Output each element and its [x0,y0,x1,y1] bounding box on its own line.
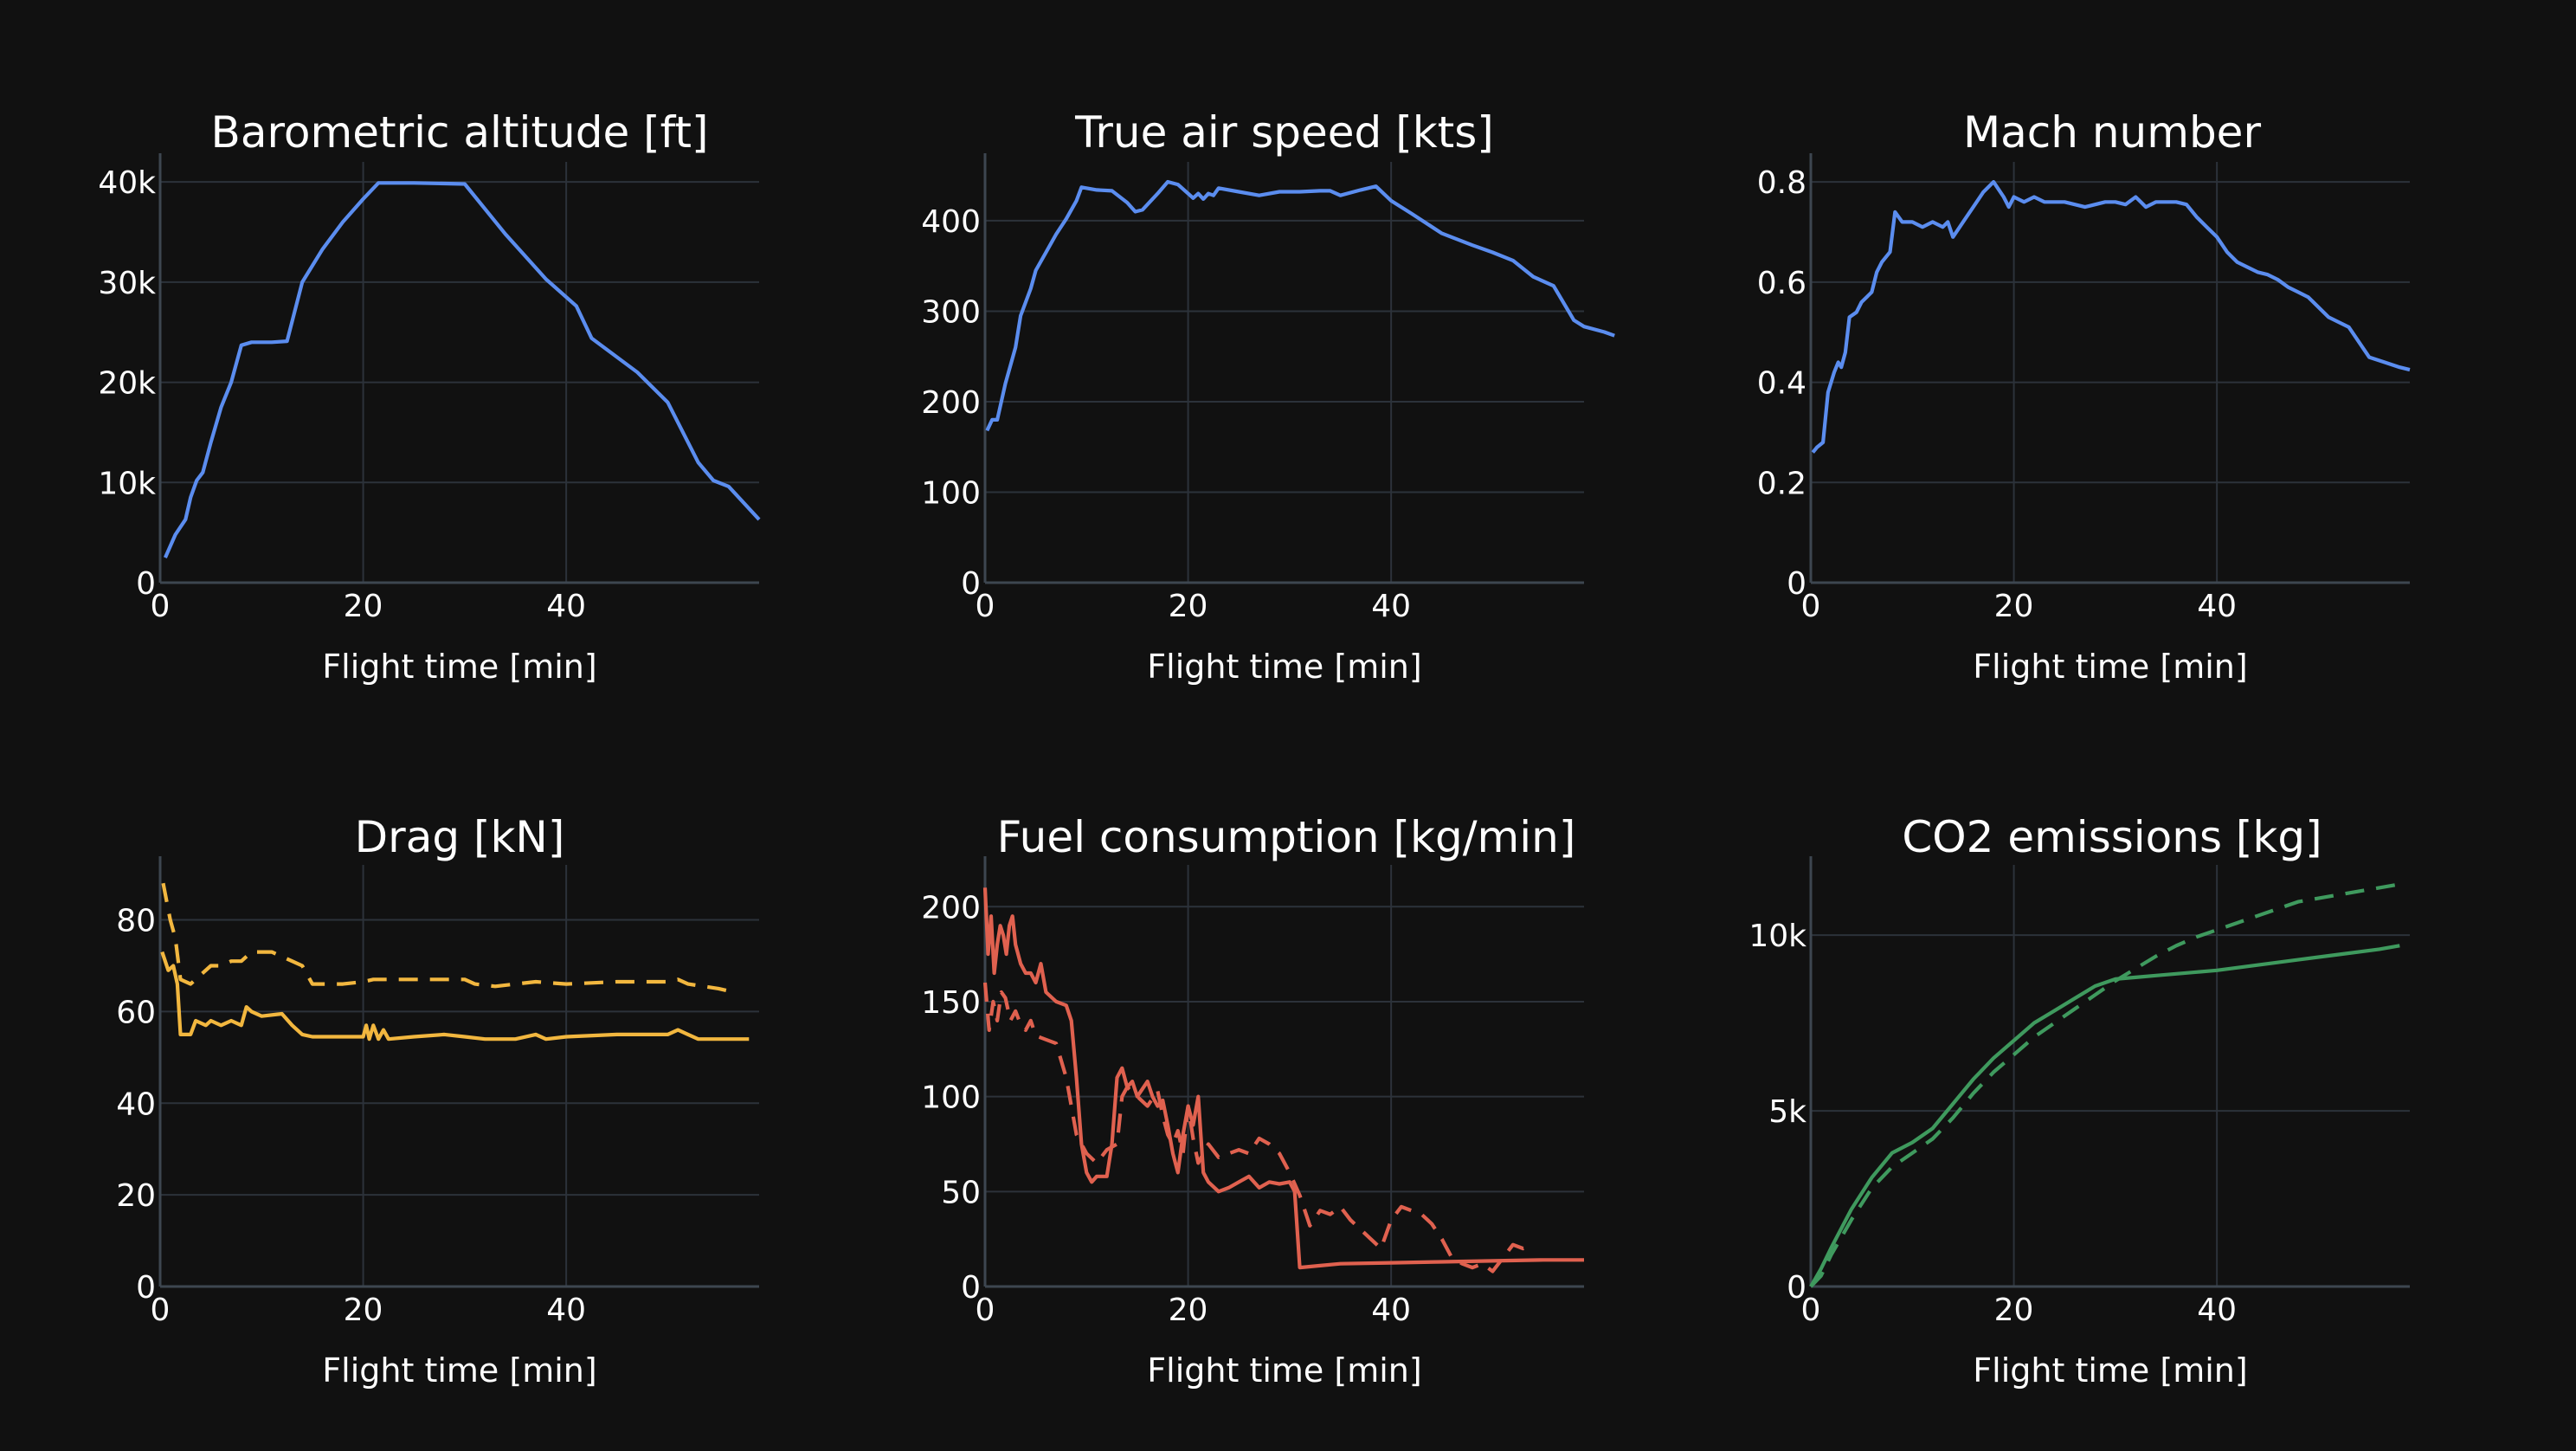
drag-x-axis-label: Flight time [min] [322,1351,596,1390]
fuel-consumption-y-tick-label: 150 [921,985,981,1021]
co2-emissions-x-axis-label: Flight time [min] [1973,1351,2247,1390]
fuel-consumption-series-line-dashed [982,982,1535,1274]
true-air-speed-x-tick-label: 40 [1371,589,1411,624]
mach-number-y-tick-label: 0 [1787,566,1806,602]
co2-emissions-y-tick-label: 0 [1787,1270,1806,1306]
true-air-speed-y-tick-label: 300 [921,294,981,330]
true-air-speed-x-axis-label: Flight time [min] [1147,648,1421,686]
drag-x-tick-label: 0 [151,1293,171,1328]
co2-emissions-panel: CO2 emissions [kg] Flight time [min] 0 20… [1748,812,2410,1390]
co2-emissions-series-line-solid [1809,944,2400,1288]
true-air-speed-series-line-solid [985,179,1615,432]
altitude-x-axis-label: Flight time [min] [322,648,596,686]
drag-chart-title: Drag [kN] [355,812,565,862]
co2-emissions-x-tick-label: 40 [2197,1293,2237,1328]
drag-y-tick-label: 0 [136,1270,156,1306]
fuel-consumption-x-tick-label: 0 [976,1293,995,1328]
co2-emissions-series-line-dashed [1809,882,2400,1288]
co2-emissions-x-tick-label: 0 [1801,1293,1821,1328]
altitude-gridlines [160,162,759,583]
altitude-x-tick-label: 20 [344,589,383,624]
true-air-speed-x-tick-label: 20 [1169,589,1208,624]
co2-emissions-chart-title: CO2 emissions [kg] [1902,812,2322,862]
co2-emissions-y-tick-label: 5k [1768,1094,1806,1130]
altitude-series-line-solid [163,181,761,558]
altitude-x-tick-label: 0 [151,589,171,624]
drag-panel: Drag [kN] Flight time [min] 0 20 40 0 20 40 60… [116,812,759,1390]
altitude-y-tick-label: 10k [98,466,156,501]
drag-gridlines [160,865,759,1287]
altitude-y-tick-label: 20k [98,366,156,402]
true-air-speed-y-tick-label: 0 [961,566,981,602]
fuel-consumption-y-tick-label: 100 [921,1080,981,1116]
mach-number-x-axis-label: Flight time [min] [1973,648,2247,686]
fuel-consumption-x-tick-label: 20 [1169,1293,1208,1328]
mach-number-y-tick-label: 0.8 [1757,165,1806,201]
mach-number-gridlines [1811,162,2410,583]
true-air-speed-y-tick-label: 200 [921,385,981,421]
mach-number-chart-title: Mach number [1963,107,2261,158]
mach-number-y-tick-label: 0.4 [1757,366,1806,402]
fuel-consumption-panel: Fuel consumption [kg/min] Flight time [m… [921,812,1584,1390]
true-air-speed-chart-title: True air speed [kts] [1074,107,1494,158]
drag-y-tick-label: 60 [116,995,156,1030]
drag-y-tick-label: 20 [116,1178,156,1214]
true-air-speed-gridlines [985,162,1584,583]
fuel-consumption-series-line-solid [982,887,1584,1270]
drag-y-tick-label: 40 [116,1087,156,1122]
altitude-y-tick-label: 40k [98,165,156,201]
true-air-speed-y-tick-label: 100 [921,475,981,511]
altitude-chart-title: Barometric altitude [ft] [211,107,709,158]
fuel-consumption-y-tick-label: 200 [921,890,981,925]
true-air-speed-x-tick-label: 0 [976,589,995,624]
mach-number-series-line-solid [1811,180,2411,454]
true-air-speed-y-tick-label: 400 [921,204,981,240]
drag-y-tick-label: 80 [116,904,156,939]
altitude-y-tick-label: 30k [98,266,156,301]
drag-x-tick-label: 40 [546,1293,586,1328]
fuel-consumption-y-tick-label: 50 [941,1175,981,1210]
fuel-consumption-chart-title: Fuel consumption [kg/min] [997,812,1576,862]
mach-number-y-tick-label: 0.2 [1757,466,1806,501]
drag-x-tick-label: 20 [344,1293,383,1328]
mach-number-y-tick-label: 0.6 [1757,266,1806,301]
co2-emissions-y-tick-label: 10k [1748,919,1806,954]
co2-emissions-x-tick-label: 20 [1994,1293,2034,1328]
fuel-consumption-y-tick-label: 0 [961,1270,981,1306]
fuel-consumption-gridlines [985,865,1584,1287]
mach-number-x-tick-label: 20 [1994,589,2034,624]
fuel-consumption-x-axis-label: Flight time [min] [1147,1351,1421,1390]
true-air-speed-panel: True air speed [kts] Flight time [min] 0… [921,107,1615,686]
mach-number-x-tick-label: 0 [1801,589,1821,624]
fuel-consumption-x-tick-label: 40 [1371,1293,1411,1328]
mach-number-x-tick-label: 40 [2197,589,2237,624]
mach-number-panel: Mach number Flight time [min] 0 20 40 0 0.2 0… [1757,107,2411,686]
altitude-y-tick-label: 0 [136,566,156,602]
drag-series-line-dashed [161,882,730,993]
altitude-x-tick-label: 40 [546,589,586,624]
co2-emissions-gridlines [1811,865,2410,1287]
drag-series-line-solid [160,951,750,1041]
altitude-panel: Barometric altitude [ft] Flight time [mi… [98,107,761,686]
